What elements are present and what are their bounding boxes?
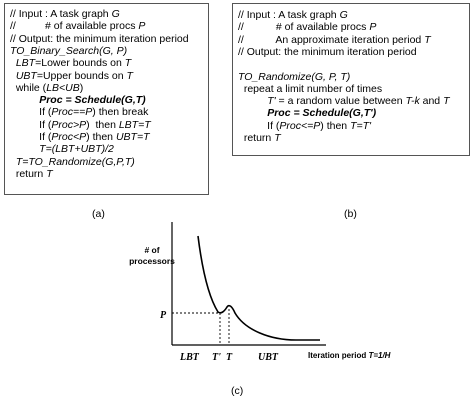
x-tick-t: T <box>226 352 233 363</box>
panel-b-code-token: T <box>274 132 281 144</box>
panel-a-code-line: If (Proc<P) then UBT=T <box>10 131 149 143</box>
panel-a-code-line: TO_Binary_Search(G, P) <box>10 45 127 57</box>
panel-a-code-token: Proc==P <box>51 106 93 119</box>
y-axis-label-line1: # of <box>144 245 160 255</box>
panel-a-code-line: while (LB<UB) <box>10 82 83 94</box>
panel-b-code-token: T-k <box>405 95 420 108</box>
x-axis-label: Iteration period T=1/H <box>308 351 391 360</box>
panel-b-code-token: TO_Randomize(G, P, T) <box>238 70 351 83</box>
processors-curve <box>197 235 320 341</box>
panel-a-code-token: Proc>P <box>51 118 87 131</box>
panel-a-code-line: If (Proc==P) then break <box>10 106 148 118</box>
panel-b-code-token: repeat a limit number of times <box>238 82 383 95</box>
panel-a-code-token: // Output: the minimum iteration period <box>10 32 189 45</box>
panel-a-code-token: UBT=T <box>115 131 150 143</box>
panel-a-code-token: ) then <box>86 118 119 131</box>
panel-a-code-line: // Input : A task graph G <box>10 8 120 20</box>
panel-b-code-box <box>232 3 470 156</box>
panel-b-code-token: T <box>424 33 431 46</box>
panel-b-code-line: // Output: the minimum iteration period <box>238 46 417 58</box>
panel-b-code-line: // Input : A task graph G <box>238 9 348 21</box>
panel-a-code-token: If ( <box>10 118 52 131</box>
x-tick-ubt: UBT <box>258 352 279 363</box>
panel-b-code-token: Proc = Schedule(G,T') <box>267 107 377 120</box>
panel-b-code-token: T=T' <box>350 119 372 132</box>
panel-b-code-line: repeat a limit number of times <box>238 83 382 95</box>
p-label: P <box>160 310 167 321</box>
panel-a-code-token: =Upper bounds on <box>36 69 127 82</box>
panel-a-code-token: LBT=T <box>118 118 151 131</box>
panel-a-code-line: // # of available procs P <box>10 20 145 32</box>
panel-b-code-token: If ( <box>238 119 280 132</box>
panel-a-code-token: P <box>138 20 146 33</box>
panel-a-code-token: Proc<P <box>51 131 87 143</box>
panel-a-code-token: ) then break <box>92 106 149 119</box>
panel-b-code-token: T <box>443 95 450 108</box>
panel-b-code-token: return <box>238 132 275 144</box>
panel-a-code-token: // Input : A task graph <box>10 8 112 20</box>
panel-a-code-line: return T <box>10 168 53 180</box>
x-axis-label-prefix: Iteration period <box>308 351 368 360</box>
panel-b-code-token: = a random value between <box>275 95 406 108</box>
panel-a-code-line: LBT=Lower bounds on T <box>10 57 131 69</box>
panel-b-code-token: ) then <box>320 119 351 132</box>
y-axis-label-line2: processors <box>129 256 175 266</box>
panel-b-code-token: G <box>339 9 348 21</box>
panel-b-code-line: Proc = Schedule(G,T') <box>238 107 376 119</box>
panel-a-code-token: T=(LBT+UBT)/2 <box>10 143 114 156</box>
panel-b-code-token: // Input : A task graph <box>238 9 340 21</box>
x-tick-t-prime: T' <box>212 352 221 363</box>
panel-a-caption: (a) <box>92 208 105 220</box>
panel-a-code-token: // # of available procs <box>10 20 139 33</box>
panel-b-code-token: // # of available procs <box>238 21 370 34</box>
panel-a-code-token: UBT <box>15 69 37 82</box>
panel-b-code-token: and <box>419 95 444 108</box>
panel-b-code-line: If (Proc<=P) then T=T' <box>238 120 371 132</box>
panel-b-code-line: // An approximate iteration period T <box>238 34 431 46</box>
panel-b-code-token: Proc<=P <box>279 119 321 132</box>
panel-a-code-line: T=(LBT+UBT)/2 <box>10 143 114 155</box>
x-tick-lbt: LBT <box>179 352 200 363</box>
panel-a-code-token: T <box>126 69 133 82</box>
panel-a-code-token: ) then <box>86 131 116 143</box>
panel-a-code-line: // Output: the minimum iteration period <box>10 33 189 45</box>
panel-b-code-token: // An approximate iteration period <box>238 33 425 46</box>
x-axis-label-formula: T=1/H <box>368 351 390 360</box>
panel-b-code-token: T' <box>267 95 276 108</box>
panel-a-code-line: Proc = Schedule(G,T) <box>10 94 146 107</box>
panel-a-code-token: LBT <box>15 57 36 70</box>
panel-a-code-token: T=TO_Randomize(G,P,T) <box>10 155 135 168</box>
panel-a-code-token: return <box>10 167 47 180</box>
panel-b-code-line: T' = a random value between T-k and T <box>238 95 449 107</box>
panel-b-code-line: return T <box>238 132 281 144</box>
panel-b-code-token: // Output: the minimum iteration period <box>238 45 417 58</box>
panel-b-code-line: TO_Randomize(G, P, T) <box>238 71 350 83</box>
panel-a-code-line: If (Proc>P) then LBT=T <box>10 118 151 131</box>
panel-a-code-token: ) <box>79 81 84 94</box>
panel-a-code-token: T <box>124 57 132 70</box>
panel-a-code-line: T=TO_Randomize(G,P,T) <box>10 156 135 168</box>
panel-a-code-line: UBT=Upper bounds on T <box>10 70 133 82</box>
panel-a-code-box <box>4 3 209 195</box>
panel-a-code-token: T <box>46 167 53 180</box>
panel-a-code-token: If ( <box>10 131 52 143</box>
panel-a-code-token: G <box>111 8 120 20</box>
panel-a-code-token: =Lower bounds on <box>35 57 125 70</box>
panel-b-code-token: P <box>369 21 377 34</box>
panel-a-code-token: LB<UB <box>46 81 80 94</box>
panel-c-caption: (c) <box>231 385 244 397</box>
panel-b-code-line: // # of available procs P <box>238 21 376 33</box>
panel-a-code-token: If ( <box>10 106 52 119</box>
panel-a-code-token: TO_Binary_Search(G, P) <box>10 44 128 57</box>
panel-b-caption: (b) <box>344 208 357 220</box>
panel-a-code-token: Proc = Schedule(G,T) <box>39 94 146 107</box>
panel-a-code-token: while ( <box>10 81 47 94</box>
